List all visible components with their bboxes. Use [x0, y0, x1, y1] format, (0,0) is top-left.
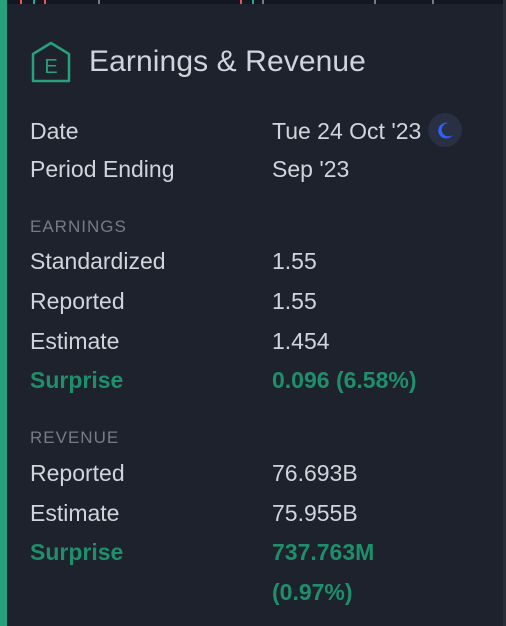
revenue-reported-label: Reported [30, 460, 125, 486]
earnings-section-heading: EARNINGS [30, 217, 127, 236]
revenue-surprise-percent: (0.97%) [272, 579, 353, 605]
earnings-estimate-value: 1.454 [272, 328, 330, 354]
earnings-icon: E [31, 41, 71, 83]
date-row: Date Tue 24 Oct '23 [30, 116, 500, 146]
revenue-section-heading: REVENUE [30, 428, 120, 447]
earnings-reported-label: Reported [30, 288, 125, 314]
period-row: Period Ending Sep '23 [30, 154, 500, 184]
earnings-reported-value: 1.55 [272, 288, 317, 314]
earnings-surprise-value: 0.096 (6.58%) [272, 367, 417, 393]
revenue-reported-row: Reported 76.693B [30, 458, 500, 488]
period-label: Period Ending [30, 156, 175, 182]
earnings-surprise-row: Surprise 0.096 (6.58%) [30, 365, 500, 395]
earnings-estimate-label: Estimate [30, 328, 120, 354]
panel-edge [503, 0, 506, 626]
after-close-moon-icon [428, 113, 462, 147]
earnings-icon-letter: E [44, 56, 57, 78]
accent-bar [0, 0, 7, 626]
header: E Earnings & Revenue [30, 40, 366, 84]
revenue-reported-value: 76.693B [272, 460, 358, 486]
earnings-surprise-label: Surprise [30, 367, 124, 393]
panel-title: Earnings & Revenue [89, 45, 366, 78]
revenue-surprise-label: Surprise [30, 539, 124, 565]
revenue-estimate-value: 75.955B [272, 500, 358, 526]
moon-icon [438, 122, 453, 139]
revenue-estimate-label: Estimate [30, 500, 120, 526]
revenue-surprise-row: Surprise 737.763M [30, 537, 500, 567]
chart-strip [0, 0, 506, 4]
period-value: Sep '23 [272, 156, 350, 182]
date-label: Date [30, 118, 79, 144]
earnings-reported-row: Reported 1.55 [30, 286, 500, 316]
earnings-standardized-row: Standardized 1.55 [30, 246, 500, 276]
earnings-standardized-value: 1.55 [272, 248, 317, 274]
revenue-surprise-value: 737.763M [272, 539, 375, 565]
earnings-standardized-label: Standardized [30, 248, 166, 274]
revenue-surprise-row-cont: (0.97%) [30, 577, 500, 607]
earnings-estimate-row: Estimate 1.454 [30, 326, 500, 356]
date-value: Tue 24 Oct '23 [272, 118, 422, 144]
revenue-estimate-row: Estimate 75.955B [30, 498, 500, 528]
